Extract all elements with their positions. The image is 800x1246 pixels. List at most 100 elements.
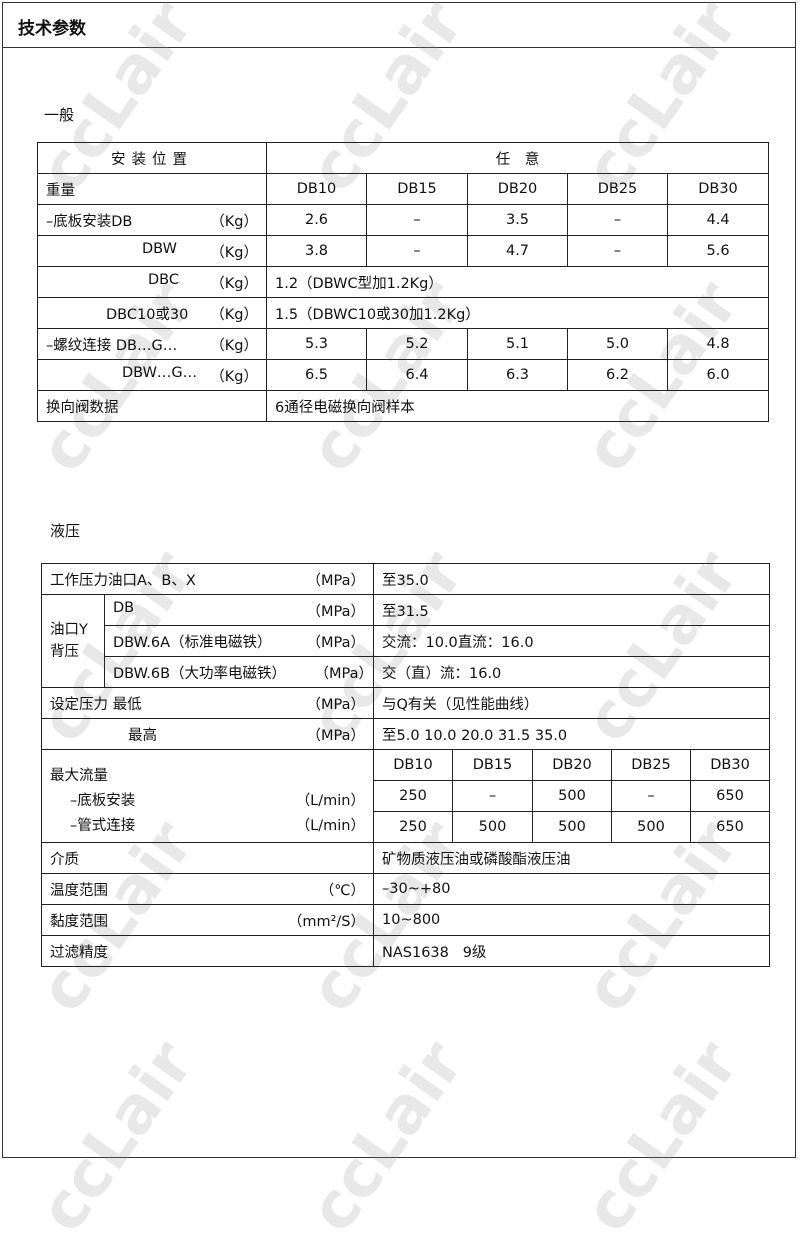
row-label-text: DBW…G… [122,364,198,381]
unit: （Kg） [210,306,258,323]
bp-value: 交流：10.0直流：16.0 [372,625,771,657]
unit: （MPa） [306,634,366,651]
table-row: DBW.6B（大功率电磁铁） （MPa） 交（直）流：16.0 [42,656,771,688]
set-min-label: 设定压力 最低 （MPa） [41,687,374,719]
set-max-value: 至5.0 10.0 20.0 31.5 35.0 [372,718,771,750]
label-text: –管式连接 [70,818,136,834]
unit: （MPa） [306,572,366,589]
cell: 5.0 [567,328,668,360]
row-label-text: DBC10或30 [106,306,189,323]
table-row: 介质 矿物质液压油或磷酸酯液压油 [41,842,771,874]
table-row: DBW （Kg） 3.8 – 4.7 – 5.6 [37,235,770,267]
size-header: DB20 [467,173,568,205]
flow-label: 最大流量 [50,768,108,784]
unit: （℃） [319,882,365,899]
unit: （L/min） [295,793,365,809]
medium-value: 矿物质液压油或磷酸酯液压油 [372,842,771,874]
temp-value: –30~+80 [372,873,771,905]
label-text: DB [113,599,135,616]
label-text: DBW.6B（大功率电磁铁） [113,665,287,682]
cell: 6.4 [366,359,468,391]
label-text: 设定压力 最低 [50,696,142,713]
row-label-text: DBW [142,240,177,257]
unit: （Kg） [210,244,258,261]
valve-value: 6通径电磁换向阀样本 [265,390,770,422]
unit: （mm²/S） [287,913,365,930]
unit: （Kg） [210,368,258,385]
mount-label: 安装位置 [37,142,267,174]
unit: （Kg） [210,213,258,230]
table-row: DBW…G… （Kg） 6.5 6.4 6.3 6.2 6.0 [37,359,770,391]
cell: – [366,204,468,236]
table-row: 250 – 500 – 650 [42,780,771,812]
label-text: –底板安装 [70,793,136,809]
row-label: DBW （Kg） [37,235,267,267]
cell: 500 [611,811,691,843]
working-pressure-label: 工作压力油口A、B、X （MPa） [41,563,374,595]
size-header: DB15 [366,173,468,205]
cell: 5.6 [666,235,770,267]
page-title: 技术参数 [18,19,86,39]
row-label-text: DBC [148,271,179,288]
page-header: 技术参数 [2,2,796,48]
cell: 1.2（DBWC型加1.2Kg） [265,266,770,298]
temp-label: 温度范围 （℃） [41,873,374,905]
cell: 2.6 [266,204,367,236]
table-row: 设定压力 最低 （MPa） 与Q有关（见性能曲线） [41,687,771,719]
table-row: 重量 DB10 DB15 DB20 DB25 DB30 [37,173,770,205]
flow-label-cell: 最大流量 –底板安装 （L/min） –管式连接 （L/min） [41,749,374,843]
cell: – [452,780,533,812]
visc-value: 10~800 [372,904,771,936]
unit: （MPa） [306,727,366,744]
cell: 3.5 [467,204,568,236]
label-text: DBW.6A（标准电磁铁） [113,634,272,651]
label-text: 温度范围 [50,882,108,899]
bp-label: DBW.6A（标准电磁铁） （MPa） [104,625,374,657]
cell: 6.0 [666,359,770,391]
size-header: DB30 [689,749,771,781]
cell: – [366,235,468,267]
row-label: –螺纹连接 DB…G… （Kg） [37,328,267,360]
filter-label: 过滤精度 [41,935,374,967]
table-row: DBC10或30 （Kg） 1.5（DBWC10或30加1.2Kg） [37,297,770,329]
table-row: 最高 （MPa） 至5.0 10.0 20.0 31.5 35.0 [41,718,771,750]
size-header: DB10 [373,749,453,781]
cell: 6.3 [467,359,568,391]
label-text: 最高 [128,727,157,744]
cell: 5.3 [266,328,367,360]
cell: 500 [532,811,612,843]
cell: 5.1 [467,328,568,360]
size-header: DB25 [611,749,691,781]
table-row: 换向阀数据 6通径电磁换向阀样本 [37,390,770,422]
hydraulic-table: 工作压力油口A、B、X （MPa） 至35.0 油口Y背压 DB （MPa） 至31… [41,563,771,967]
unit: （MPa） [314,665,373,682]
row-label: –底板安装DB （Kg） [37,204,267,236]
cell: – [567,204,668,236]
unit: （Kg） [210,337,258,354]
table-row: –底板安装DB （Kg） 2.6 – 3.5 – 4.4 [37,204,770,236]
mount-value: 任 意 [265,142,770,174]
label-text: 工作压力油口A、B、X [50,572,196,589]
row-label: DBC （Kg） [37,266,267,298]
row-label: DBC10或30 （Kg） [37,297,267,329]
table-row: 过滤精度 NAS1638 9级 [41,935,771,967]
row-label-text: –底板安装DB [46,213,133,230]
set-max-label: 最高 （MPa） [41,718,374,750]
label-text: 黏度范围 [50,913,108,930]
section-general-label: 一般 [44,106,75,124]
visc-label: 黏度范围 （mm²/S） [41,904,374,936]
cell: 6.2 [567,359,668,391]
cell: – [611,780,691,812]
cell: 1.5（DBWC10或30加1.2Kg） [265,297,770,329]
unit: （L/min） [295,818,365,834]
row-label: DBW…G… （Kg） [37,359,267,391]
backpressure-label: 油口Y背压 [41,594,105,688]
cell: 4.7 [467,235,568,267]
bp-label: DB （MPa） [104,594,374,626]
table-row: 黏度范围 （mm²/S） 10~800 [41,904,771,936]
cell: 500 [452,811,533,843]
table-row: DBW.6A（标准电磁铁） （MPa） 交流：10.0直流：16.0 [42,625,771,657]
cell: 5.2 [366,328,468,360]
unit: （MPa） [306,603,366,620]
cell: 500 [532,780,612,812]
